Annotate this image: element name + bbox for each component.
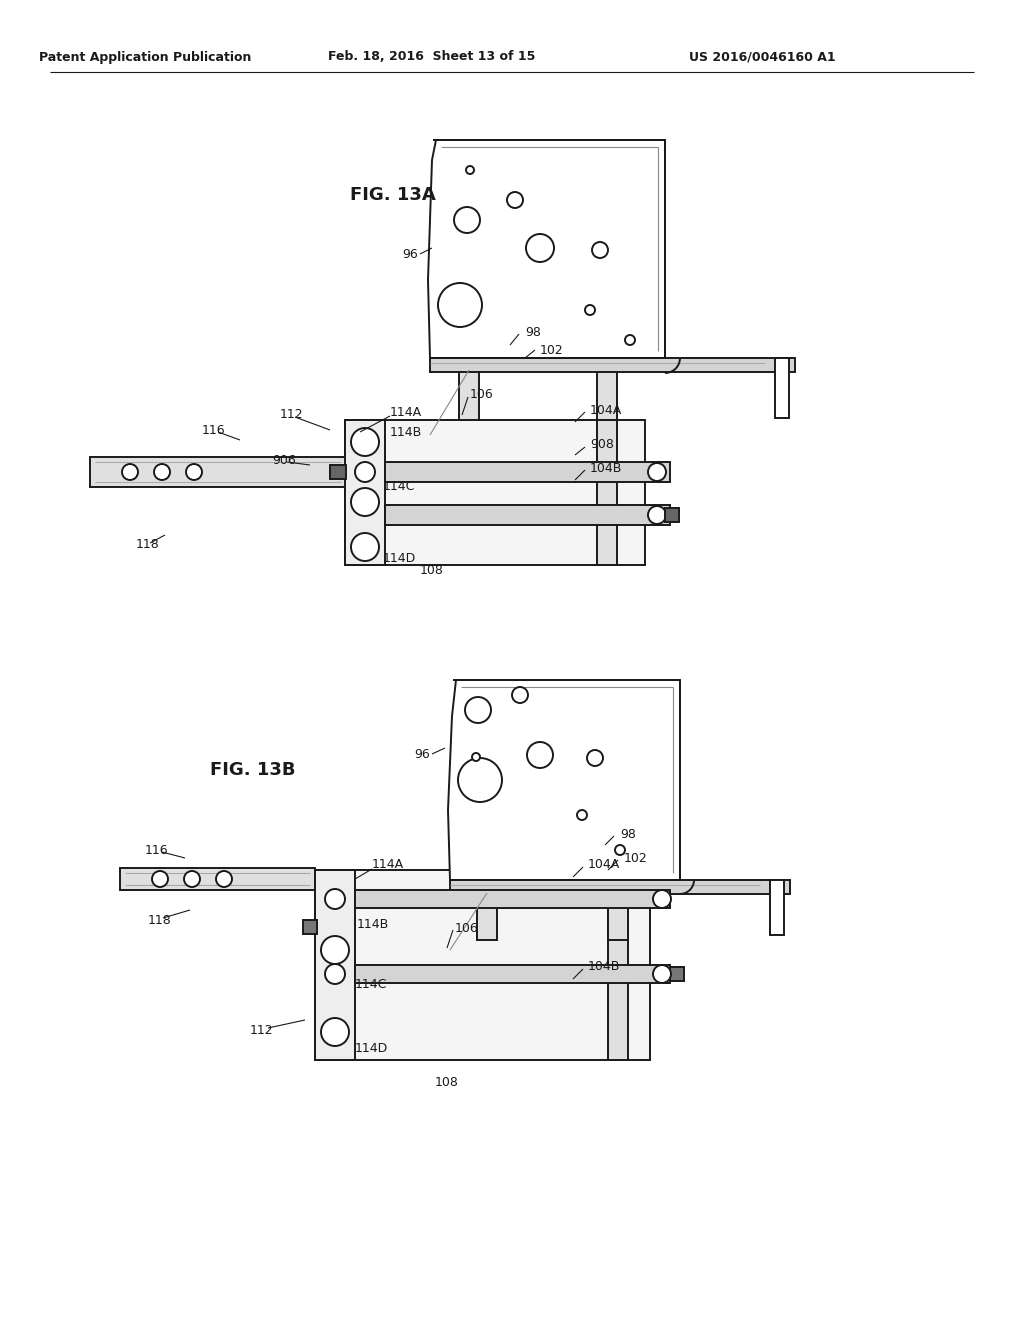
Text: 114D: 114D: [383, 552, 416, 565]
Text: 112: 112: [250, 1023, 273, 1036]
Circle shape: [465, 697, 490, 723]
Circle shape: [458, 758, 502, 803]
Bar: [665, 508, 679, 521]
Text: 114B: 114B: [357, 919, 389, 932]
Circle shape: [321, 936, 349, 964]
Circle shape: [216, 871, 232, 887]
Bar: [608, 870, 628, 1060]
Text: 116: 116: [145, 843, 169, 857]
Text: 906: 906: [272, 454, 296, 467]
Bar: [608, 894, 628, 940]
Text: 96: 96: [415, 748, 430, 762]
Bar: [430, 358, 795, 372]
Circle shape: [472, 752, 480, 762]
Text: 98: 98: [620, 829, 636, 842]
Text: 104A: 104A: [590, 404, 623, 417]
Circle shape: [325, 964, 345, 983]
Bar: [450, 880, 790, 894]
Circle shape: [526, 234, 554, 261]
Bar: [385, 506, 670, 525]
Circle shape: [186, 465, 202, 480]
Text: 96: 96: [402, 248, 418, 261]
Circle shape: [653, 890, 671, 908]
Text: FIG. 13B: FIG. 13B: [210, 762, 296, 779]
Circle shape: [454, 207, 480, 234]
Text: 104A: 104A: [588, 858, 621, 871]
Text: 114C: 114C: [355, 978, 387, 991]
Text: 118: 118: [148, 913, 172, 927]
Bar: [597, 372, 617, 420]
Text: 106: 106: [470, 388, 494, 401]
Bar: [345, 420, 645, 565]
Bar: [90, 457, 346, 487]
Circle shape: [351, 488, 379, 516]
Circle shape: [653, 965, 671, 983]
Circle shape: [625, 335, 635, 345]
Bar: [120, 869, 315, 890]
Circle shape: [122, 465, 138, 480]
Circle shape: [355, 462, 375, 482]
Circle shape: [351, 428, 379, 455]
Circle shape: [152, 871, 168, 887]
Circle shape: [512, 686, 528, 704]
Bar: [670, 968, 684, 981]
Text: 114A: 114A: [372, 858, 404, 871]
Text: 118: 118: [136, 539, 160, 552]
Polygon shape: [428, 140, 665, 358]
Bar: [303, 920, 317, 935]
Circle shape: [466, 166, 474, 174]
Circle shape: [351, 533, 379, 561]
Text: US 2016/0046160 A1: US 2016/0046160 A1: [689, 50, 836, 63]
Bar: [355, 890, 670, 908]
Circle shape: [527, 742, 553, 768]
Text: 114C: 114C: [383, 480, 416, 494]
Text: 114D: 114D: [355, 1041, 388, 1055]
Text: 104B: 104B: [590, 462, 623, 474]
Bar: [330, 465, 346, 479]
Text: 108: 108: [435, 1076, 459, 1089]
Bar: [597, 420, 617, 565]
Circle shape: [585, 305, 595, 315]
Text: 98: 98: [525, 326, 541, 339]
Circle shape: [648, 463, 666, 480]
Bar: [770, 880, 784, 935]
Text: 908: 908: [590, 438, 613, 451]
Bar: [315, 870, 650, 1060]
Bar: [315, 870, 355, 1060]
Bar: [459, 372, 479, 420]
Circle shape: [615, 845, 625, 855]
Bar: [775, 358, 790, 418]
Bar: [477, 894, 497, 940]
Text: 106: 106: [455, 921, 479, 935]
Bar: [385, 462, 670, 482]
Circle shape: [577, 810, 587, 820]
Text: 102: 102: [540, 343, 564, 356]
Text: 114A: 114A: [390, 405, 422, 418]
Circle shape: [321, 1018, 349, 1045]
Text: 116: 116: [202, 424, 225, 437]
Circle shape: [648, 506, 666, 524]
Circle shape: [592, 242, 608, 257]
Polygon shape: [449, 680, 680, 880]
Circle shape: [184, 871, 200, 887]
Text: Patent Application Publication: Patent Application Publication: [39, 50, 251, 63]
Circle shape: [507, 191, 523, 209]
Text: 108: 108: [420, 564, 443, 577]
Circle shape: [438, 282, 482, 327]
Bar: [355, 965, 670, 983]
Text: 104B: 104B: [588, 961, 621, 974]
Circle shape: [587, 750, 603, 766]
Text: 112: 112: [280, 408, 304, 421]
Text: 114B: 114B: [390, 425, 422, 438]
Text: FIG. 13A: FIG. 13A: [350, 186, 436, 205]
Circle shape: [154, 465, 170, 480]
Text: Feb. 18, 2016  Sheet 13 of 15: Feb. 18, 2016 Sheet 13 of 15: [329, 50, 536, 63]
Circle shape: [325, 888, 345, 909]
Text: 102: 102: [624, 851, 648, 865]
Bar: [345, 420, 385, 565]
